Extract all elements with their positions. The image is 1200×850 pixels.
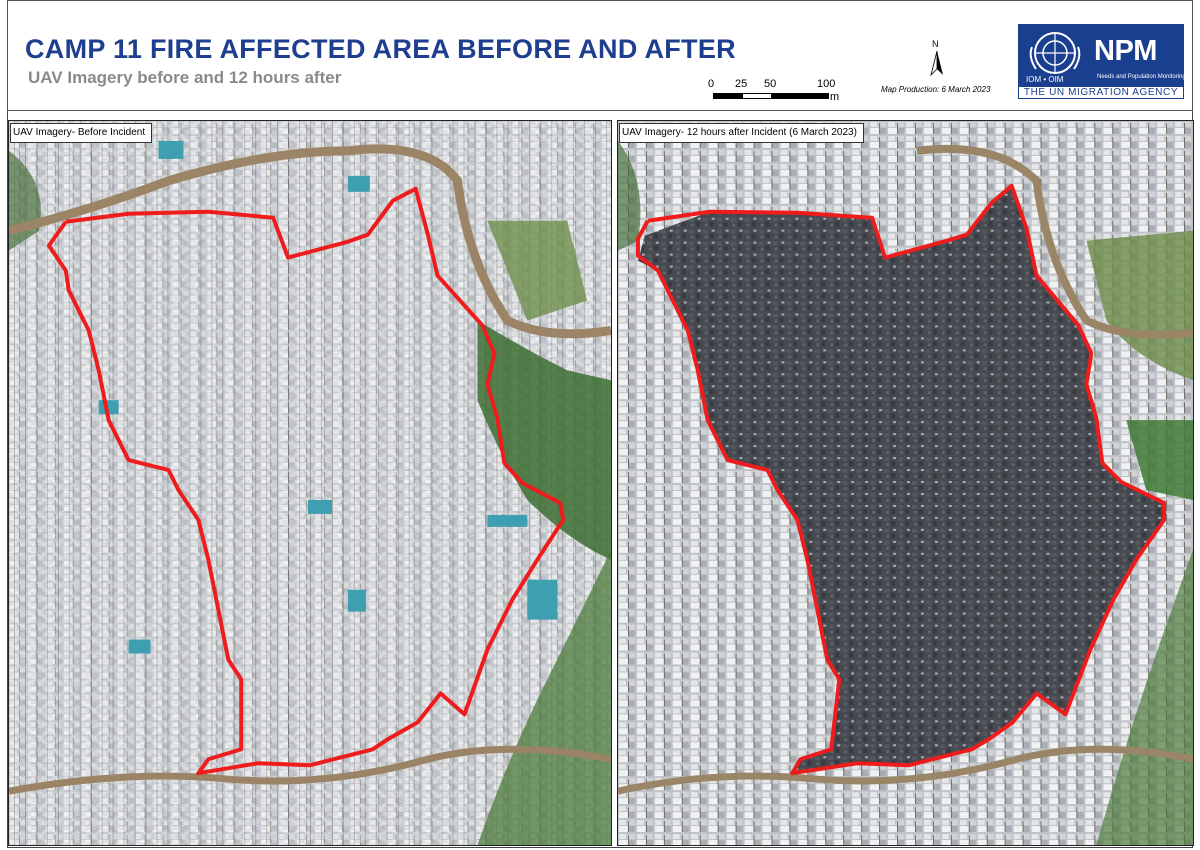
scale-tick-25: 25 (735, 78, 748, 90)
page-subtitle: UAV Imagery before and 12 hours after (28, 68, 342, 87)
north-arrow-icon: N (926, 39, 948, 77)
fire-boundary (635, 183, 1167, 776)
scale-tick-0: 0 (708, 78, 715, 90)
iom-npm-logo: IOM • OIM NPM Needs and Population Monit… (1018, 24, 1186, 99)
scale-tick-50: 50 (764, 78, 777, 90)
panel-label-after: UAV Imagery- 12 hours after Incident (6 … (619, 123, 864, 143)
page-title: CAMP 11 FIRE AFFECTED AREA BEFORE AND AF… (25, 34, 736, 64)
map-panel-before[interactable]: UAV Imagery- Before Incident (8, 120, 612, 846)
scale-segment (742, 93, 772, 99)
uav-imagery-before (9, 121, 611, 845)
uav-imagery-after (618, 121, 1193, 845)
iom-label: IOM • OIM (1026, 75, 1064, 84)
north-label: N (932, 39, 939, 49)
npm-subtitle: Needs and Population Monitoring (1097, 74, 1186, 80)
fire-boundary (46, 186, 566, 776)
agency-label: THE UN MIGRATION AGENCY (1018, 86, 1184, 99)
panel-label-before: UAV Imagery- Before Incident (10, 123, 153, 143)
scale-tick-100: 100 (817, 78, 836, 90)
scale-unit: m (830, 91, 840, 103)
map-panel-after[interactable]: UAV Imagery- 12 hours after Incident (6 … (617, 120, 1194, 846)
scale-segment (713, 93, 743, 99)
header: CAMP 11 FIRE AFFECTED AREA BEFORE AND AF… (7, 0, 1193, 111)
npm-label: NPM (1094, 35, 1157, 67)
production-date: Map Production: 6 March 2023 (881, 85, 991, 94)
scale-segment (771, 93, 829, 99)
un-emblem-icon (1029, 32, 1081, 74)
scale-bar: 0 25 50 100 m (705, 78, 845, 104)
